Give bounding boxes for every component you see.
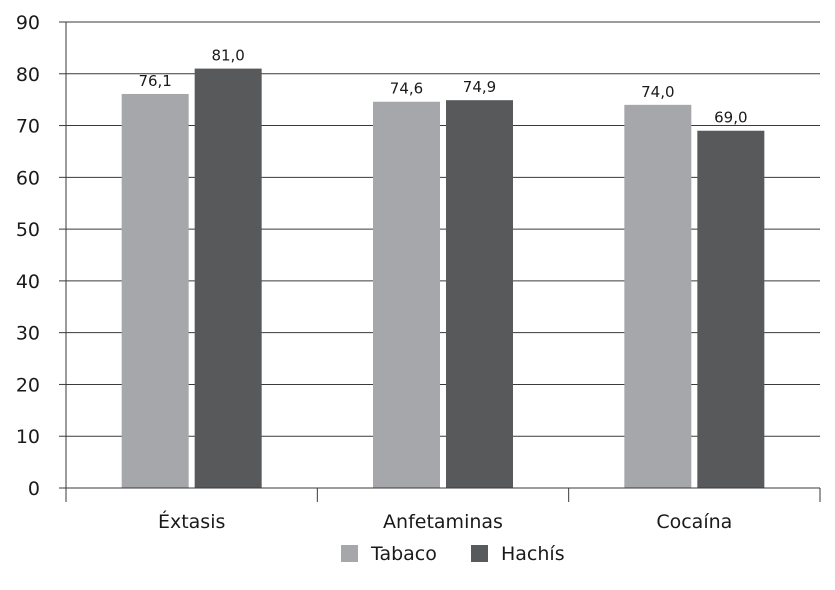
data-label: 74,9 — [463, 78, 496, 96]
y-tick-label: 20 — [16, 374, 40, 396]
bar-hachís — [446, 100, 513, 488]
bar-hachís — [697, 130, 765, 488]
y-tick-label: 10 — [16, 426, 40, 448]
y-tick-label: 30 — [16, 323, 40, 345]
legend-swatch-tabaco — [341, 545, 358, 562]
y-tick-label: 70 — [16, 116, 40, 138]
y-tick-label: 40 — [16, 271, 40, 293]
bars — [121, 68, 765, 489]
y-tick-label: 80 — [16, 64, 40, 86]
legend-swatch-hachís — [471, 545, 488, 562]
y-tick-label: 50 — [16, 219, 40, 241]
data-label: 74,0 — [641, 83, 674, 101]
legend-label: Tabaco — [370, 543, 437, 565]
bar-hachís — [194, 68, 262, 488]
category-label: Cocaína — [656, 511, 732, 533]
data-label: 69,0 — [714, 109, 747, 127]
bar-tabaco — [373, 101, 440, 488]
y-tick-label: 60 — [16, 167, 40, 189]
category-label: Éxtasis — [158, 510, 225, 533]
bar-tabaco — [121, 93, 189, 489]
axes — [59, 21, 821, 502]
legend: Tabaco Hachís — [341, 543, 565, 565]
data-label: 76,1 — [138, 72, 171, 90]
gridlines — [66, 21, 820, 437]
data-labels: 76,1 81,0 74,6 74,9 74,0 69,0 — [138, 47, 747, 127]
bar-tabaco — [624, 104, 692, 488]
legend-label: Hachís — [501, 543, 565, 565]
data-label: 74,6 — [390, 80, 423, 98]
y-tick-labels: 0 10 20 30 40 50 60 70 80 90 — [16, 12, 40, 500]
data-label: 81,0 — [211, 47, 244, 65]
category-labels: Éxtasis Anfetaminas Cocaína — [158, 510, 732, 533]
category-label: Anfetaminas — [383, 511, 503, 533]
y-tick-label: 0 — [28, 478, 40, 500]
y-tick-label: 90 — [16, 12, 40, 34]
